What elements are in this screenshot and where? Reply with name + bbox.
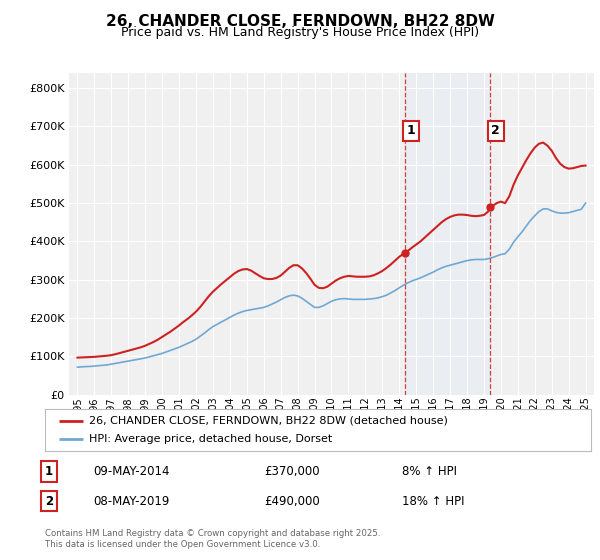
Text: £490,000: £490,000 [264, 494, 320, 508]
Text: Price paid vs. HM Land Registry's House Price Index (HPI): Price paid vs. HM Land Registry's House … [121, 26, 479, 39]
Text: 26, CHANDER CLOSE, FERNDOWN, BH22 8DW: 26, CHANDER CLOSE, FERNDOWN, BH22 8DW [106, 14, 494, 29]
Text: 18% ↑ HPI: 18% ↑ HPI [402, 494, 464, 508]
Bar [405, 73, 490, 395]
Text: 1: 1 [407, 124, 415, 137]
Text: Contains HM Land Registry data © Crown copyright and database right 2025.
This d: Contains HM Land Registry data © Crown c… [45, 529, 380, 549]
Text: 2: 2 [45, 494, 53, 508]
Text: 1: 1 [45, 465, 53, 478]
Text: 26, CHANDER CLOSE, FERNDOWN, BH22 8DW (detached house): 26, CHANDER CLOSE, FERNDOWN, BH22 8DW (d… [89, 416, 448, 426]
Text: 09-MAY-2014: 09-MAY-2014 [93, 465, 170, 478]
Text: 8% ↑ HPI: 8% ↑ HPI [402, 465, 457, 478]
Text: HPI: Average price, detached house, Dorset: HPI: Average price, detached house, Dors… [89, 434, 332, 444]
Text: 2: 2 [491, 124, 500, 137]
Text: £370,000: £370,000 [264, 465, 320, 478]
Text: 08-MAY-2019: 08-MAY-2019 [93, 494, 169, 508]
